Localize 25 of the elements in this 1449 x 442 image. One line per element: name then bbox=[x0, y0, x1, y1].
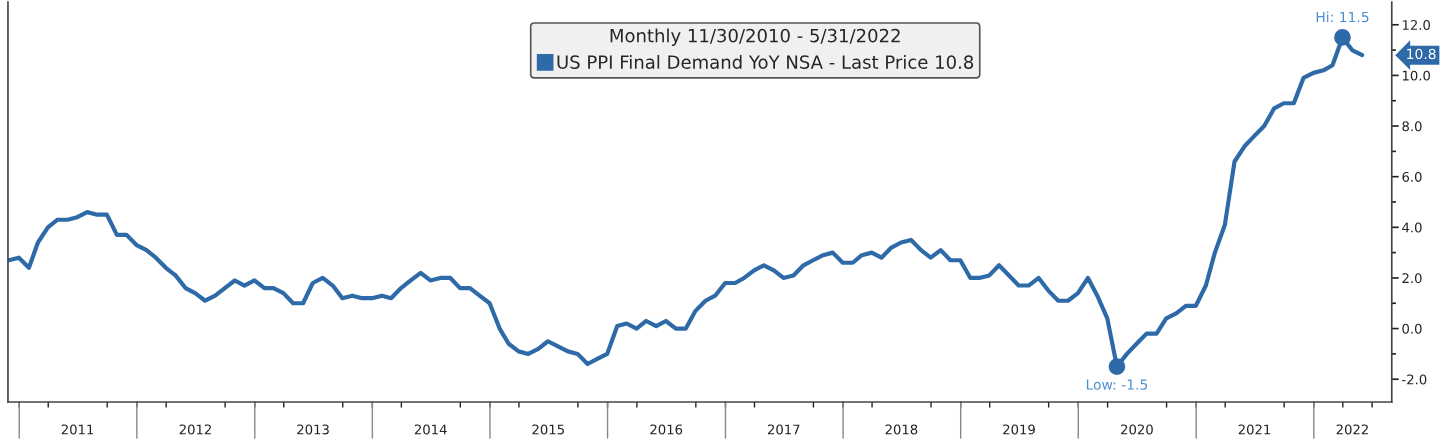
x-tick-label: 2020 bbox=[1121, 424, 1153, 435]
legend-label: US PPI Final Demand YoY NSA - Last Price 10.8 bbox=[557, 54, 974, 69]
y-tick-label: -2.0 bbox=[1402, 374, 1427, 385]
annotation: Low: -1.5 bbox=[1086, 379, 1148, 390]
y-tick-label: 12.0 bbox=[1402, 19, 1430, 30]
y-tick-label: 6.0 bbox=[1402, 171, 1422, 182]
y-tick-label: 2.0 bbox=[1402, 273, 1422, 284]
x-tick-label: 2011 bbox=[61, 424, 94, 435]
x-tick-label: 2021 bbox=[1238, 424, 1271, 435]
x-tick-label: 2022 bbox=[1336, 424, 1368, 435]
x-tick-label: 2017 bbox=[767, 424, 800, 435]
x-tick-label: 2014 bbox=[414, 424, 447, 435]
y-tick-label: 10.0 bbox=[1402, 70, 1430, 81]
x-tick-label: 2018 bbox=[885, 424, 918, 435]
y-tick-label: 0.0 bbox=[1402, 323, 1422, 334]
x-tick-label: 2019 bbox=[1003, 424, 1035, 435]
legend-title: Monthly 11/30/2010 - 5/31/2022 bbox=[610, 28, 900, 46]
x-tick-label: 2015 bbox=[532, 424, 564, 435]
x-tick-label: 2012 bbox=[179, 424, 211, 435]
text: 10.8 bbox=[1407, 48, 1436, 60]
y-tick-label: 4.0 bbox=[1402, 222, 1422, 233]
x-tick-label: 2013 bbox=[297, 424, 329, 435]
annotation: Hi: 11.5 bbox=[1316, 11, 1369, 23]
x-tick-label: 2016 bbox=[650, 424, 683, 435]
y-tick-label: 8.0 bbox=[1402, 121, 1422, 132]
